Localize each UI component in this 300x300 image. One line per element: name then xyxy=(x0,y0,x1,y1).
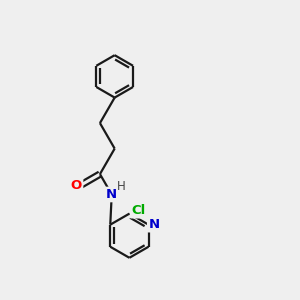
Text: N: N xyxy=(106,188,117,201)
Text: O: O xyxy=(71,178,82,192)
Text: N: N xyxy=(148,218,159,231)
Text: H: H xyxy=(117,180,125,193)
Text: Cl: Cl xyxy=(131,204,145,217)
